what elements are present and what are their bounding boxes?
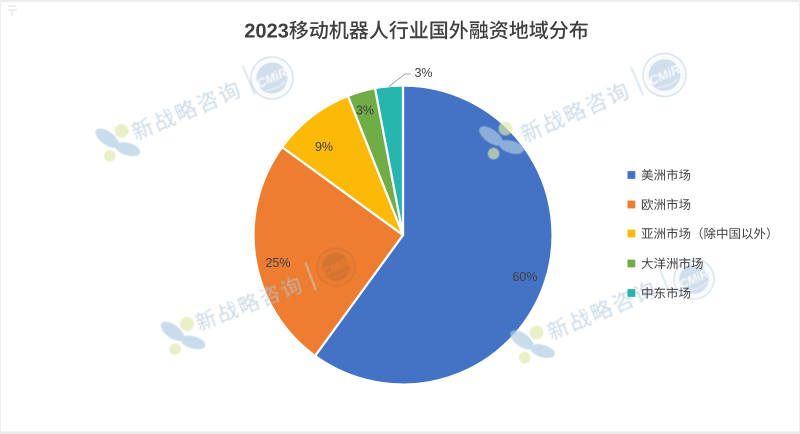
svg-text:3%: 3% (356, 104, 374, 118)
svg-text:60%: 60% (512, 270, 537, 284)
svg-text:9%: 9% (315, 140, 333, 154)
svg-text:25%: 25% (265, 256, 290, 270)
svg-text:3%: 3% (414, 66, 432, 80)
